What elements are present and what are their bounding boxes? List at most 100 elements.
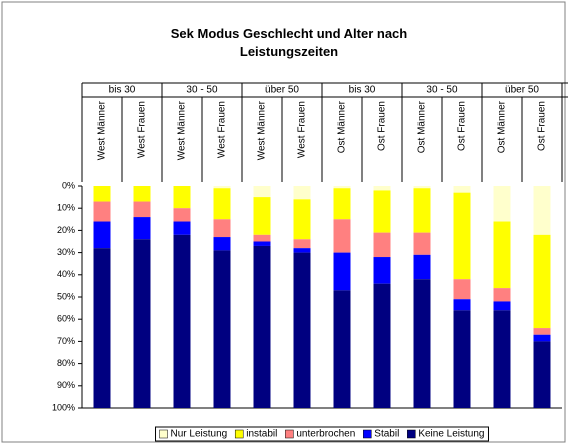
bar-segment: [333, 219, 351, 253]
bar-segment: [213, 237, 231, 251]
legend-label: Stabil: [374, 429, 399, 440]
y-tick-label: 80%: [57, 358, 75, 368]
bar-segment: [373, 257, 391, 284]
bar-segment: [93, 201, 111, 222]
bar-segment: [493, 288, 511, 302]
legend-label: unterbrochen: [296, 429, 355, 440]
bar-segment: [173, 186, 191, 209]
bar-segment: [293, 252, 311, 408]
bar-segment: [133, 239, 151, 408]
x-tick-label: West Frauen: [297, 101, 308, 158]
bar-segment: [293, 199, 311, 240]
bar-segment: [253, 234, 271, 242]
bar-segment: [373, 186, 391, 191]
bar-segment: [493, 310, 511, 408]
x-tick-label: Ost Frauen: [457, 101, 468, 151]
bar-segment: [373, 190, 391, 233]
bar-segment: [453, 186, 471, 193]
y-tick-label: 40%: [57, 269, 75, 279]
y-tick-label: 0%: [62, 180, 75, 190]
group-label: über 50: [265, 85, 299, 96]
y-tick-label: 100%: [52, 402, 75, 412]
bar-segment: [93, 248, 111, 408]
y-tick-label: 60%: [57, 314, 75, 324]
bar-segment: [293, 239, 311, 249]
bar-segment: [533, 234, 551, 329]
bar-segment: [213, 250, 231, 408]
bar-segment: [413, 186, 431, 189]
legend-label: instabil: [246, 429, 277, 440]
bar-segment: [93, 186, 111, 202]
x-tick-label: West Frauen: [137, 101, 148, 158]
x-tick-label: Ost Frauen: [537, 101, 548, 151]
bar-segment: [293, 248, 311, 253]
bar-segment: [493, 301, 511, 311]
bar-segment: [213, 188, 231, 220]
x-tick-label: Ost Männer: [417, 100, 428, 153]
chart-title: Sek Modus Geschlecht und Alter nach Leis…: [170, 26, 408, 59]
bar-segment: [413, 279, 431, 408]
y-tick-label: 20%: [57, 225, 75, 235]
bar-segment: [213, 186, 231, 189]
legend: Nur Leistung instabil unterbrochen Stabil Ke…: [155, 426, 489, 442]
bar-segment: [373, 283, 391, 408]
bar-segment: [213, 219, 231, 238]
bar-segment: [253, 245, 271, 408]
x-tick-label: West Männer: [257, 100, 268, 160]
bar-segment: [133, 201, 151, 218]
x-tick-label: Ost Frauen: [377, 101, 388, 151]
legend-swatch: [234, 429, 244, 439]
bar-segment: [173, 234, 191, 408]
bar-segment: [533, 334, 551, 342]
x-tick-label: Ost Männer: [497, 100, 508, 153]
group-label: 30 - 50: [186, 85, 218, 96]
bar-segment: [253, 197, 271, 235]
group-label: 30 - 50: [426, 85, 458, 96]
bar-segment: [493, 221, 511, 289]
group-label: bis 30: [349, 85, 376, 96]
group-label: über 50: [505, 85, 539, 96]
x-tick-label: West Männer: [177, 100, 188, 160]
legend-label: Keine Leistung: [418, 429, 484, 440]
bar-segment: [133, 186, 151, 202]
x-tick-label: West Frauen: [217, 101, 228, 158]
y-tick-label: 10%: [57, 203, 75, 213]
legend-swatch: [285, 429, 294, 439]
y-tick-label: 50%: [57, 291, 75, 301]
legend-label: Nur Leistung: [171, 429, 228, 440]
bar-segment: [333, 252, 351, 291]
bar-segment: [173, 208, 191, 222]
bar-segment: [253, 241, 271, 246]
bar-segment: [533, 186, 551, 235]
y-tick-label: 90%: [57, 380, 75, 390]
y-tick-label: 30%: [57, 247, 75, 257]
bar-segment: [93, 221, 111, 249]
x-tick-label: Ost Männer: [337, 100, 348, 153]
bar-segment: [453, 299, 471, 311]
bar-segment: [413, 232, 431, 255]
bar-segment: [453, 310, 471, 408]
bar-segment: [333, 290, 351, 408]
bar-segment: [493, 186, 511, 222]
bar-segment: [453, 279, 471, 300]
bar-segment: [453, 192, 471, 280]
bar-segment: [533, 341, 551, 408]
y-tick-label: 70%: [57, 336, 75, 346]
bar-segment: [373, 232, 391, 258]
legend-swatch: [407, 429, 416, 439]
bar-segment: [413, 188, 431, 233]
legend-swatch: [159, 429, 168, 439]
group-label: bis 30: [109, 85, 136, 96]
bar-segment: [253, 186, 271, 198]
bar-segment: [133, 217, 151, 240]
bar-segment: [333, 186, 351, 189]
legend-swatch: [363, 429, 372, 439]
bar-segment: [413, 254, 431, 280]
bar-segment: [293, 186, 311, 200]
x-tick-label: West Männer: [97, 100, 108, 160]
bar-segment: [173, 221, 191, 235]
bar-segment: [533, 328, 551, 335]
